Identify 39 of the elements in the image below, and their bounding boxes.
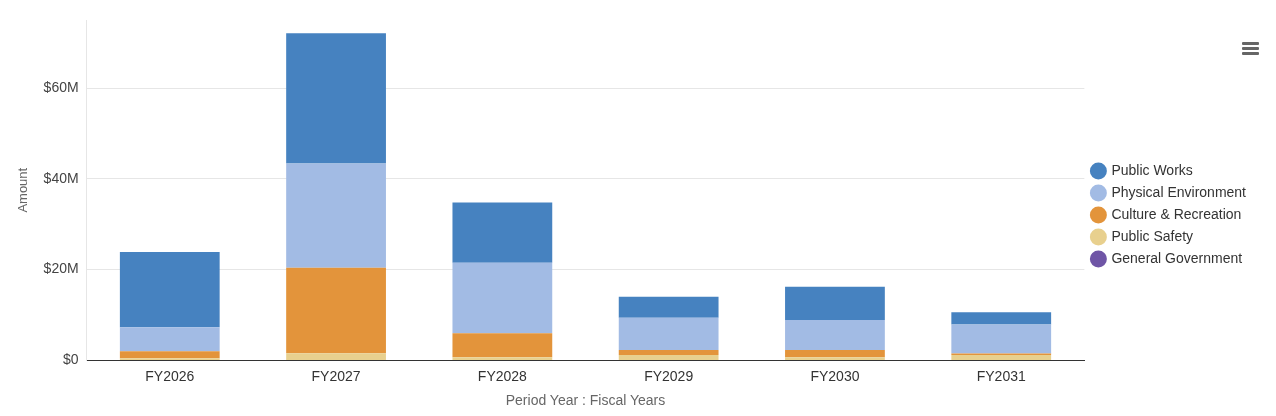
bar	[951, 324, 1052, 354]
bar	[618, 354, 719, 360]
bar	[286, 353, 386, 360]
bar	[452, 262, 553, 334]
bar	[452, 333, 553, 358]
x-tick-label: FY2031	[976, 367, 1026, 384]
bar	[119, 351, 220, 359]
legend-label: Public Works	[1111, 161, 1193, 178]
y-tick-label: $40M	[43, 169, 79, 186]
x-tick-label: FY2030	[810, 367, 860, 384]
bar	[785, 357, 885, 360]
bar	[951, 354, 1052, 360]
bar	[119, 251, 220, 328]
x-tick-label: FY2027	[311, 367, 361, 384]
bar	[452, 357, 553, 360]
bar	[785, 320, 885, 350]
bar	[286, 33, 386, 164]
x-axis-title: Period Year : Fiscal Years	[505, 392, 666, 409]
y-axis-title: Amount	[15, 167, 31, 213]
legend-label: Public Safety	[1111, 227, 1194, 244]
bar	[452, 202, 553, 263]
bar	[951, 312, 1052, 325]
legend-label: Culture & Recreation	[1111, 205, 1242, 222]
x-tick-label: FY2028	[477, 367, 528, 384]
bar	[119, 327, 220, 352]
y-tick-label: $60M	[43, 78, 79, 95]
legend-label: General Government	[1111, 249, 1243, 266]
legend-label: Physical Environment	[1111, 183, 1247, 200]
x-tick-label: FY2026	[145, 367, 195, 384]
y-tick-label: $20M	[43, 260, 79, 277]
bar	[785, 349, 885, 358]
y-tick-label: $0	[63, 351, 79, 368]
bar	[286, 267, 386, 354]
bar	[618, 349, 719, 355]
bar	[618, 317, 719, 350]
bar	[286, 163, 386, 268]
bar	[618, 296, 719, 318]
bar	[785, 286, 885, 321]
x-tick-label: FY2029	[644, 367, 694, 384]
